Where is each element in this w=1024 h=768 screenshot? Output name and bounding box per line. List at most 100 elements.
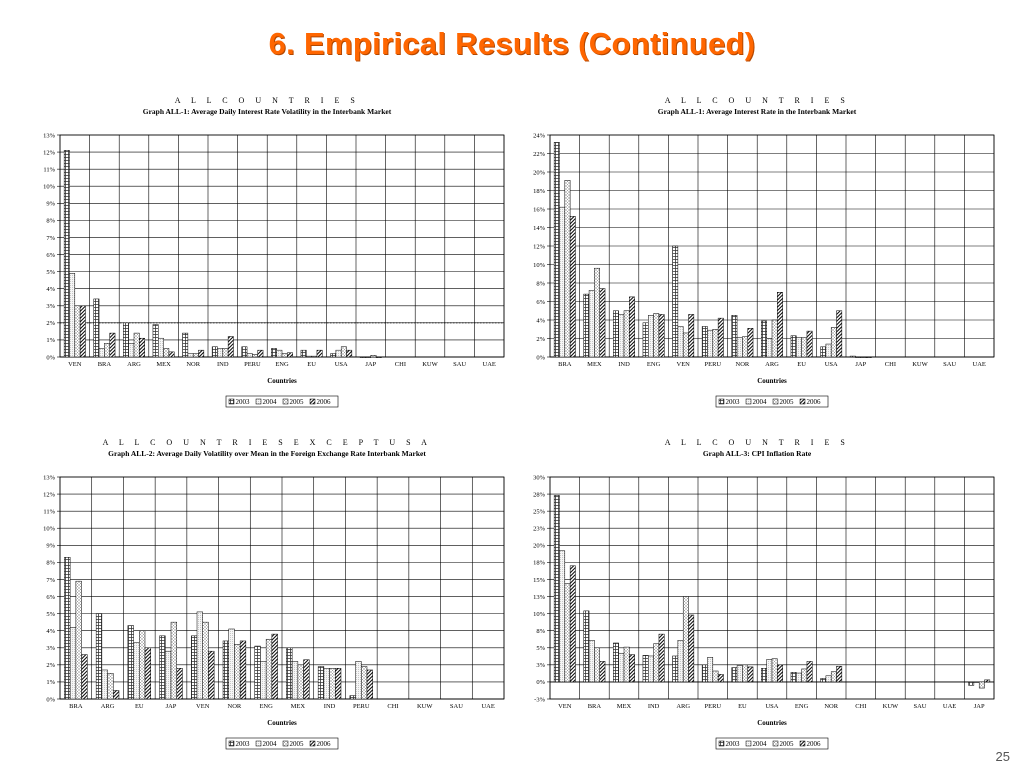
bar-2003-usa xyxy=(820,346,827,358)
y-tick-label: 10% xyxy=(533,611,546,618)
bar-2005-eng xyxy=(801,668,808,683)
bar-2003-bra xyxy=(583,610,590,683)
bar-2003-jap xyxy=(968,681,975,686)
bar-2004-peru xyxy=(707,329,714,358)
x-tick-label: ARG xyxy=(101,703,115,710)
legend-swatch-2003 xyxy=(718,740,725,747)
x-tick-label: SAU xyxy=(913,703,926,710)
chart-subtitle: Graph ALL-1: Average Daily Interest Rate… xyxy=(143,107,392,116)
x-tick-label: ARG xyxy=(765,361,779,368)
legend-box xyxy=(225,395,339,408)
legend-label-2003: 2003 xyxy=(236,398,251,406)
x-tick-label: PERU xyxy=(704,361,721,368)
x-tick-label: JAP xyxy=(365,361,376,368)
x-tick-label: EU xyxy=(307,361,316,368)
bar-2006-ven xyxy=(569,565,576,683)
y-tick-label: 5% xyxy=(46,611,55,618)
legend: 2003 2004 2005 2006 xyxy=(715,737,829,750)
bar-2006-mex xyxy=(599,288,606,358)
bar-2005-eu xyxy=(801,337,808,358)
x-tick-label: JAP xyxy=(166,703,177,710)
y-tick-label: 9% xyxy=(46,543,55,550)
bar-2003-ind xyxy=(211,346,218,358)
bar-2005-ind xyxy=(653,643,660,683)
bar-2003-eu xyxy=(731,667,738,683)
bar-2005-eu xyxy=(311,355,318,358)
bar-2004-ind xyxy=(648,655,654,683)
bar-2006-ind xyxy=(227,336,234,358)
bar-2004-nor xyxy=(187,353,194,358)
x-tick-label: PERU xyxy=(704,703,721,710)
bar-2004-eu xyxy=(736,665,743,683)
bar-2004-ven xyxy=(196,611,203,700)
x-tick-label: NOR xyxy=(186,361,200,368)
bar-2006-eng xyxy=(658,314,665,358)
legend-swatch-2006 xyxy=(309,740,316,747)
bar-2006-ind xyxy=(658,633,665,683)
x-tick-label: SAU xyxy=(453,361,466,368)
legend-swatch-2004 xyxy=(255,398,262,405)
y-tick-label: 25% xyxy=(533,508,546,515)
bar-2006-mex xyxy=(303,659,310,700)
bar-2003-peru xyxy=(701,326,708,358)
y-tick-label: 11% xyxy=(43,166,55,173)
y-tick-label: 5% xyxy=(536,645,545,652)
y-tick-label: 8% xyxy=(536,280,545,287)
bar-2005-ind xyxy=(222,348,229,358)
bar-2005-ven xyxy=(682,332,689,358)
x-tick-label: KUW xyxy=(883,703,899,710)
bar-2005-usa xyxy=(771,658,778,683)
chart-title: A L L C O U N T R I E S xyxy=(665,96,850,105)
bar-2006-arg xyxy=(688,614,695,683)
bar-2003-nor xyxy=(182,332,189,358)
bar-2005-eu xyxy=(139,630,146,700)
bar-2006-eng xyxy=(271,633,278,700)
y-tick-label: 2% xyxy=(536,336,545,343)
bar-2006-jap xyxy=(176,668,183,700)
x-tick-label: SAU xyxy=(943,361,956,368)
bar-2004-ven xyxy=(559,550,566,683)
legend-box xyxy=(715,737,829,750)
bar-2005-usa xyxy=(340,346,347,358)
x-tick-label: MEX xyxy=(156,361,171,368)
y-tick-label: 13% xyxy=(43,132,56,139)
y-tick-label: 4% xyxy=(46,628,55,635)
bar-2005-nor xyxy=(234,644,241,700)
bar-2004-eng xyxy=(260,661,267,700)
y-tick-label: 16% xyxy=(533,206,546,213)
y-tick-label: 28% xyxy=(533,491,546,498)
bar-2006-nor xyxy=(747,328,754,358)
bar-2005-bra xyxy=(75,580,82,700)
x-tick-label: NOR xyxy=(736,361,750,368)
x-axis-title: Countries xyxy=(267,377,297,385)
slide-title: 6. Empirical Results (Continued) xyxy=(268,26,756,61)
chart-svg: A L L C O U N T R I E S Graph ALL-1: Aver… xyxy=(43,96,505,408)
bar-2005-ven xyxy=(74,305,81,358)
legend-label-2005: 2005 xyxy=(290,740,305,748)
bar-2006-nor xyxy=(239,640,247,700)
bar-2004-bra xyxy=(588,640,595,683)
bar-2003-eu xyxy=(300,349,307,358)
chart-svg: A L L C O U N T R I E S E X C E P T U S … xyxy=(43,438,505,750)
legend-label-2004: 2004 xyxy=(753,398,768,406)
bar-2004-arg xyxy=(677,640,684,683)
bar-2006-arg xyxy=(113,690,120,700)
bar-2006-eu xyxy=(806,330,813,358)
page-number: 25 xyxy=(995,749,1010,764)
bar-2003-peru xyxy=(349,695,356,700)
bar-2003-eu xyxy=(127,625,134,700)
bar-2005-jap xyxy=(978,681,985,689)
x-tick-label: USA xyxy=(335,361,348,368)
bar-2004-peru xyxy=(355,661,362,700)
y-tick-label: 13% xyxy=(43,474,56,481)
bar-2003-peru xyxy=(241,346,248,358)
bar-2006-peru xyxy=(366,669,373,700)
bar-2003-nor xyxy=(222,640,229,700)
bar-2004-jap xyxy=(365,356,372,358)
y-tick-label: 23% xyxy=(533,526,546,533)
bar-2005-arg xyxy=(771,319,778,358)
legend-swatch-2003 xyxy=(718,398,725,405)
bar-2005-ven xyxy=(202,621,209,700)
bar-2006-eng xyxy=(806,661,813,683)
bar-2003-ven xyxy=(672,245,679,358)
